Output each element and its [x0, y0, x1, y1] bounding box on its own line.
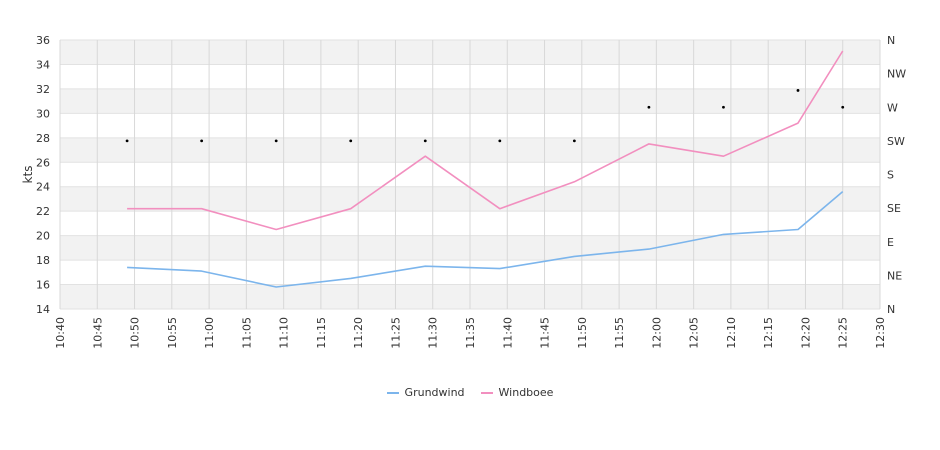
y-tick-label: 34 [36, 58, 50, 71]
y2-tick-label: NE [887, 269, 902, 282]
x-tick-label: 12:25 [837, 317, 850, 349]
x-tick-label: 10:50 [129, 317, 142, 349]
x-axis-ticks: 10:40 10:45 10:50 10:55 11:00 11:05 11:10 11:15… [54, 317, 887, 349]
grid-lines [59, 39, 881, 310]
x-tick-label: 11:25 [389, 317, 402, 349]
y2-tick-label: N [887, 34, 895, 47]
y2-tick-label: NW [887, 68, 906, 81]
series-line-grundwind [127, 190, 844, 288]
x-tick-label: 12:15 [762, 317, 775, 349]
x-tick-label: 11:55 [613, 317, 626, 349]
x-tick-label: 11:45 [539, 317, 552, 349]
x-tick-label: 11:05 [240, 317, 253, 349]
y-tick-label: 28 [36, 132, 50, 145]
direction-marker [722, 105, 725, 109]
legend-label-windboee: Windboee [498, 386, 554, 399]
y-tick-label: 22 [36, 205, 50, 218]
y2-tick-label: SE [887, 202, 901, 215]
direction-marker [796, 89, 800, 92]
direction-markers [125, 89, 845, 143]
x-tick-label: 12:05 [688, 317, 701, 349]
x-tick-label: 11:30 [427, 317, 440, 349]
y2-tick-label: W [887, 101, 898, 114]
y-tick-label: 36 [36, 34, 50, 47]
y-axis-title: kts [21, 166, 35, 184]
y-tick-label: 14 [36, 303, 50, 316]
direction-marker [349, 139, 353, 143]
x-tick-label: 11:00 [203, 317, 216, 349]
x-tick-label: 10:40 [54, 317, 67, 349]
direction-marker [841, 105, 845, 109]
legend-swatch-grundwind [386, 391, 399, 394]
direction-marker [498, 139, 502, 143]
y-tick-label: 16 [36, 279, 50, 292]
x-tick-label: 11:20 [352, 317, 365, 349]
y-tick-label: 18 [36, 254, 50, 267]
legend-item-grundwind[interactable]: Grundwind [386, 386, 465, 399]
x-tick-label: 12:00 [650, 317, 663, 349]
direction-marker [572, 139, 576, 143]
x-tick-label: 10:55 [166, 317, 179, 349]
x-tick-label: 12:20 [799, 317, 812, 349]
direction-marker [200, 139, 204, 143]
x-tick-label: 12:30 [874, 317, 887, 349]
x-tick-label: 11:15 [315, 317, 328, 349]
y2-tick-label: S [887, 169, 894, 182]
legend: Grundwind Windboee [0, 386, 940, 399]
x-tick-label: 10:45 [91, 317, 104, 349]
y-tick-label: 30 [36, 107, 50, 120]
legend-swatch-windboee [480, 391, 493, 394]
y2-tick-label: SW [887, 135, 905, 148]
y2-tick-label: N [887, 303, 895, 316]
x-tick-label: 12:10 [725, 317, 738, 349]
x-tick-label: 11:40 [501, 317, 514, 349]
y-axis-ticks: 14 16 18 20 22 24 26 28 30 32 34 36 [36, 34, 50, 316]
x-tick-label: 11:10 [278, 317, 291, 349]
x-tick-label: 11:35 [464, 317, 477, 349]
y2-tick-label: E [887, 236, 894, 249]
direction-marker [647, 105, 651, 109]
legend-label-grundwind: Grundwind [404, 386, 465, 399]
y-tick-label: 26 [36, 156, 50, 169]
series-line-windboee [127, 50, 844, 231]
direction-marker [274, 139, 278, 143]
direction-marker [423, 139, 427, 143]
x-tick-label: 11:50 [576, 317, 589, 349]
y-tick-label: 24 [36, 181, 50, 194]
y-tick-label: 32 [36, 83, 50, 96]
legend-item-windboee[interactable]: Windboee [480, 386, 554, 399]
direction-marker [125, 139, 129, 143]
y-tick-label: 20 [36, 230, 50, 243]
series-lines [127, 50, 844, 288]
y2-axis-ticks: N NE E SE S SW W NW N [887, 34, 906, 316]
